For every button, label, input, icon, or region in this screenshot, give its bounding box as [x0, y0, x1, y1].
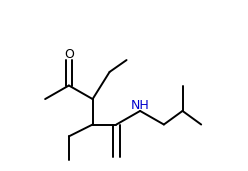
Text: NH: NH [131, 99, 150, 112]
Text: O: O [64, 48, 74, 61]
